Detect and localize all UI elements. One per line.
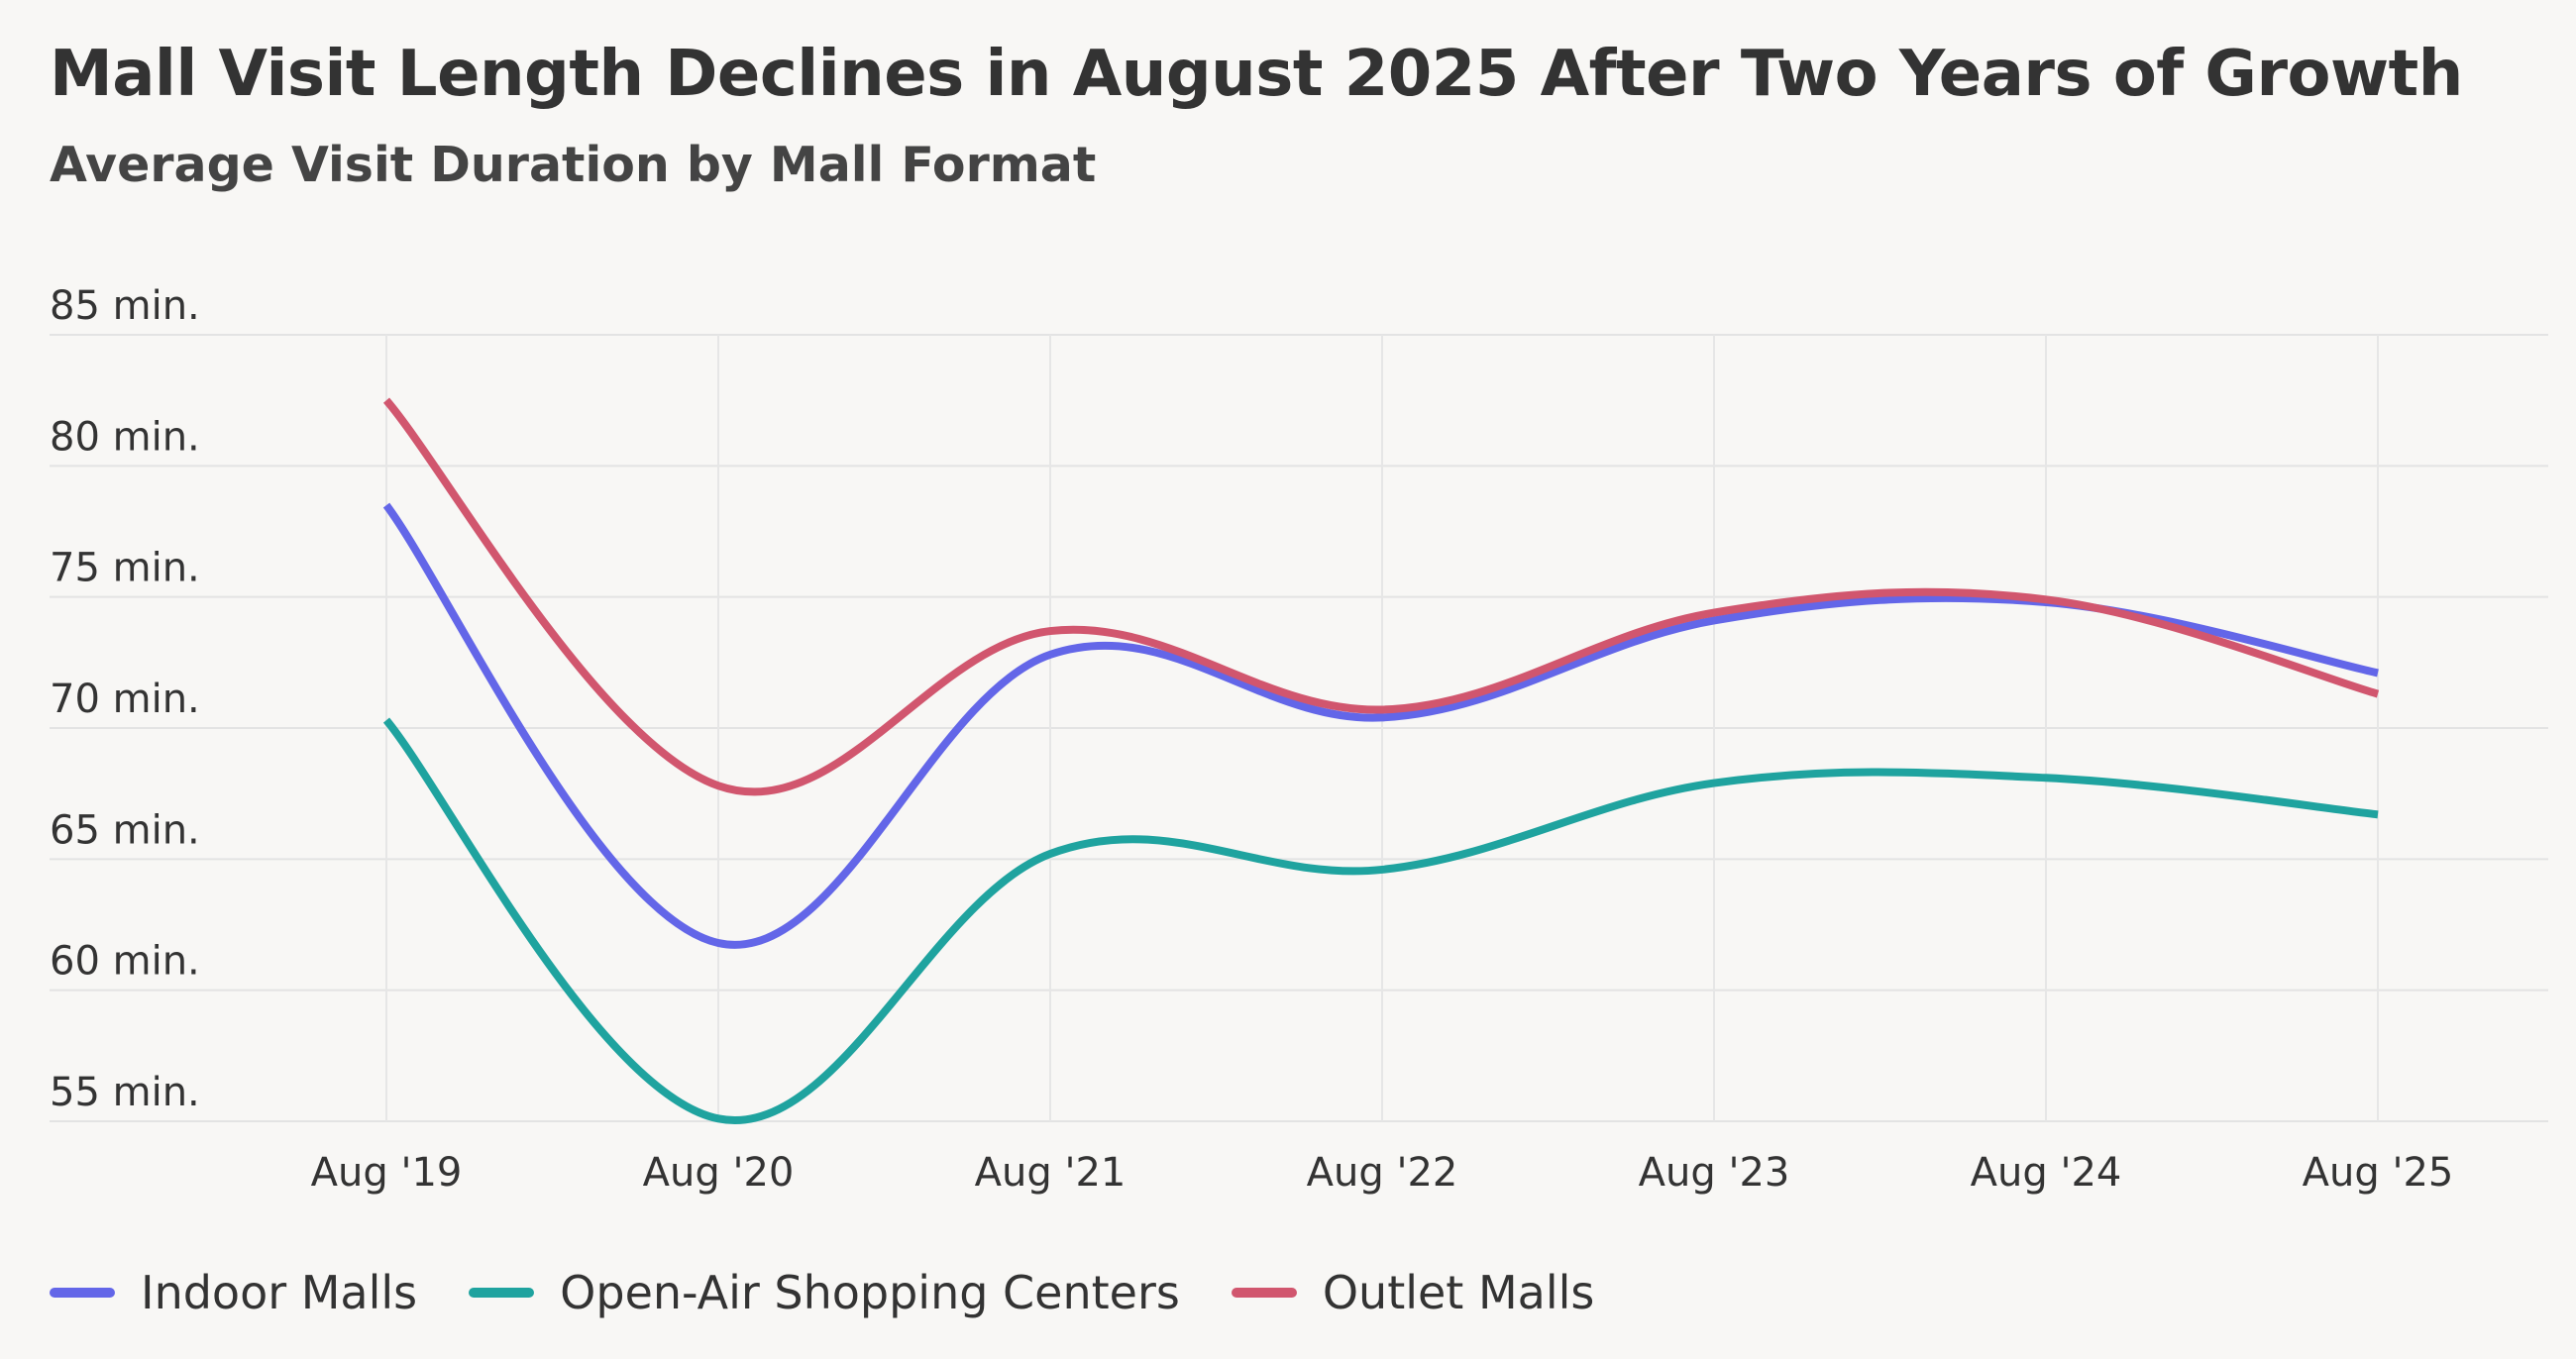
y-tick-label: 60 min. <box>50 939 200 985</box>
chart-title: Mall Visit Length Declines in August 202… <box>50 38 2463 111</box>
series-line-outlet-malls <box>382 397 2380 796</box>
legend-label: Open-Air Shopping Centers <box>560 1266 1180 1319</box>
y-tick-label: 75 min. <box>50 546 200 591</box>
legend-swatch <box>50 1288 115 1298</box>
x-tick-label: Aug '24 <box>1971 1150 2122 1196</box>
legend-item-outlet-malls: Outlet Malls <box>1231 1266 1595 1319</box>
x-tick-label: Aug '19 <box>311 1150 463 1196</box>
y-axis-ticks: 55 min. 60 min. 65 min. 70 min. 75 min. 80 mi… <box>50 283 200 1115</box>
x-tick-label: Aug '23 <box>1639 1150 1790 1196</box>
series-line-open-air-shopping-centers <box>382 717 2379 1125</box>
x-tick-label: Aug '25 <box>2303 1150 2454 1196</box>
y-tick-label: 55 min. <box>50 1070 200 1115</box>
y-tick-label: 85 min. <box>50 283 200 329</box>
y-tick-label: 80 min. <box>50 414 200 460</box>
chart-subtitle: Average Visit Duration by Mall Format <box>50 137 1097 193</box>
y-tick-label: 65 min. <box>50 807 200 853</box>
line-chart: 55 min. 60 min. 65 min. 70 min. 75 min. 80 mi… <box>50 283 2548 1196</box>
legend-swatch <box>1231 1288 1297 1298</box>
x-axis-ticks: Aug '19 Aug '20 Aug '21 Aug '22 Aug '23 Aug '… <box>311 1150 2454 1196</box>
legend-label: Outlet Malls <box>1322 1266 1595 1319</box>
legend-item-open-air-shopping-centers: Open-Air Shopping Centers <box>469 1266 1180 1319</box>
legend: Indoor Malls Open-Air Shopping Centers Out… <box>50 1266 1646 1319</box>
legend-swatch <box>469 1288 535 1298</box>
x-tick-label: Aug '22 <box>1307 1150 1458 1196</box>
y-gridlines <box>50 334 2548 1122</box>
x-gridlines <box>385 335 2379 1121</box>
x-tick-label: Aug '20 <box>643 1150 795 1196</box>
x-tick-label: Aug '21 <box>975 1150 1127 1196</box>
legend-label: Indoor Malls <box>141 1266 418 1319</box>
legend-item-indoor-malls: Indoor Malls <box>50 1266 417 1319</box>
series-lines <box>382 397 2380 1125</box>
y-tick-label: 70 min. <box>50 677 200 722</box>
